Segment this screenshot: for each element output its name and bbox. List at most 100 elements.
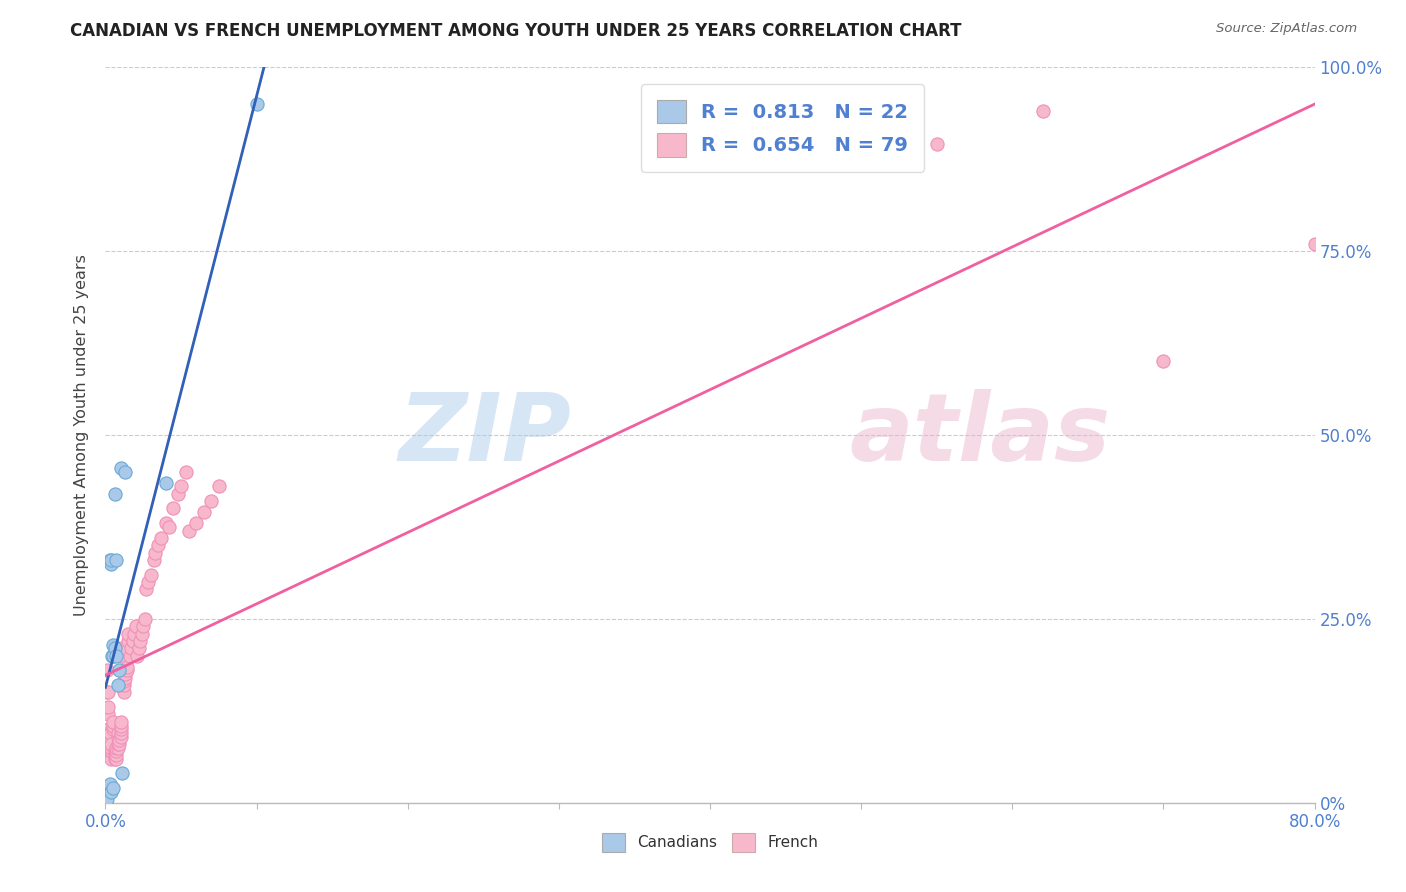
Point <box>103 641 125 656</box>
Point <box>97 707 120 722</box>
Point <box>110 723 132 737</box>
Point <box>98 737 121 751</box>
Point <box>114 667 136 681</box>
Point <box>98 744 121 758</box>
Point <box>112 678 135 692</box>
Point <box>98 553 121 567</box>
Point <box>110 730 132 744</box>
Point <box>96 664 118 678</box>
Point <box>177 524 200 538</box>
Point <box>111 641 134 656</box>
Point <box>121 633 143 648</box>
Point <box>117 633 139 648</box>
Point <box>101 714 124 729</box>
Point <box>174 465 197 479</box>
Point <box>98 777 121 791</box>
Text: ZIP: ZIP <box>398 389 571 481</box>
Point <box>1153 354 1175 368</box>
Point <box>155 516 177 530</box>
Point <box>117 626 139 640</box>
Point <box>100 557 122 571</box>
Point <box>97 685 120 699</box>
Point <box>142 553 165 567</box>
Point <box>103 744 125 758</box>
Point <box>167 487 190 501</box>
Point <box>1032 103 1054 118</box>
Point <box>111 648 134 663</box>
Point <box>143 545 166 560</box>
Point <box>97 723 120 737</box>
Point <box>157 520 180 534</box>
Point <box>925 137 948 152</box>
Point <box>105 744 128 758</box>
Point <box>105 648 128 663</box>
Point <box>186 516 208 530</box>
Point <box>107 678 129 692</box>
Point <box>98 733 121 747</box>
Point <box>208 479 231 493</box>
Point <box>101 723 124 737</box>
Point <box>105 740 128 755</box>
Point <box>132 619 155 633</box>
Point <box>118 648 141 663</box>
Text: Source: ZipAtlas.com: Source: ZipAtlas.com <box>1216 22 1357 36</box>
Point <box>100 740 122 755</box>
Point <box>107 740 129 755</box>
Point <box>148 538 170 552</box>
Point <box>103 751 125 765</box>
Point <box>135 582 157 597</box>
Point <box>110 714 132 729</box>
Point <box>103 487 125 501</box>
Point <box>110 718 132 732</box>
Point <box>100 553 122 567</box>
Point <box>105 553 128 567</box>
Point <box>100 785 122 799</box>
Point <box>103 747 125 762</box>
Point <box>101 638 124 652</box>
Legend: Canadians, French: Canadians, French <box>596 827 824 858</box>
Point <box>136 575 159 590</box>
Text: atlas: atlas <box>849 389 1111 481</box>
Point <box>105 751 128 765</box>
Point <box>96 685 118 699</box>
Point <box>98 726 121 740</box>
Point <box>131 626 153 640</box>
Point <box>108 733 131 747</box>
Point <box>101 781 124 796</box>
Point <box>108 664 131 678</box>
Point <box>246 96 269 111</box>
Point <box>115 659 138 673</box>
Point <box>107 737 129 751</box>
Point <box>193 505 215 519</box>
Point <box>139 567 162 582</box>
Point <box>129 633 152 648</box>
Text: CANADIAN VS FRENCH UNEMPLOYMENT AMONG YOUTH UNDER 25 YEARS CORRELATION CHART: CANADIAN VS FRENCH UNEMPLOYMENT AMONG YO… <box>70 22 962 40</box>
Point <box>101 648 124 663</box>
Point <box>107 726 129 740</box>
Point <box>127 648 149 663</box>
Point <box>97 780 120 794</box>
Point <box>97 700 120 714</box>
Point <box>155 475 177 490</box>
Point <box>112 685 135 699</box>
Point <box>105 747 128 762</box>
Point <box>110 726 132 740</box>
Point <box>111 766 134 780</box>
Point <box>100 744 122 758</box>
Point <box>150 531 173 545</box>
Point <box>101 718 124 732</box>
Point <box>96 792 118 806</box>
Point <box>120 641 142 656</box>
Point <box>100 737 122 751</box>
Point <box>114 465 136 479</box>
Point <box>134 612 156 626</box>
Point <box>107 730 129 744</box>
Point <box>110 461 132 475</box>
Point <box>122 626 145 640</box>
Point <box>101 648 124 663</box>
Point <box>100 751 122 765</box>
Point <box>128 641 150 656</box>
Point <box>162 501 184 516</box>
Point <box>114 671 136 685</box>
Point <box>124 619 148 633</box>
